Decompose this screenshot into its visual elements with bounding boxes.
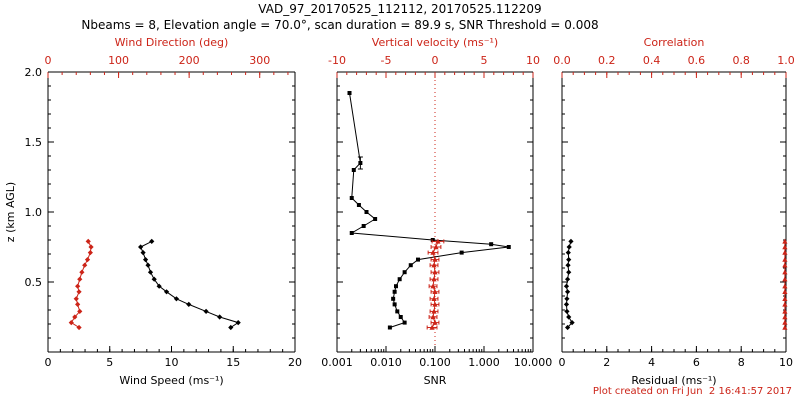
svg-text:0: 0 — [45, 356, 52, 369]
svg-text:0.010: 0.010 — [370, 356, 402, 369]
svg-text:-5: -5 — [381, 54, 392, 67]
svg-text:0.8: 0.8 — [732, 54, 750, 67]
svg-text:2: 2 — [603, 356, 610, 369]
svg-text:Wind Direction (deg): Wind Direction (deg) — [115, 36, 229, 49]
svg-text:1.5: 1.5 — [25, 136, 43, 149]
svg-text:0: 0 — [432, 54, 439, 67]
svg-text:0.6: 0.6 — [688, 54, 706, 67]
svg-text:Vertical velocity (ms⁻¹): Vertical velocity (ms⁻¹) — [372, 36, 498, 49]
svg-text:0: 0 — [559, 356, 566, 369]
svg-text:1.0: 1.0 — [777, 54, 795, 67]
svg-text:200: 200 — [179, 54, 200, 67]
svg-text:0.100: 0.100 — [419, 356, 451, 369]
svg-text:6: 6 — [693, 356, 700, 369]
svg-text:10.000: 10.000 — [514, 356, 553, 369]
svg-text:SNR: SNR — [424, 374, 447, 387]
svg-text:10: 10 — [779, 356, 793, 369]
svg-text:Wind Speed (ms⁻¹): Wind Speed (ms⁻¹) — [119, 374, 223, 387]
svg-text:0.4: 0.4 — [643, 54, 661, 67]
svg-text:Correlation: Correlation — [644, 36, 705, 49]
svg-text:0.2: 0.2 — [598, 54, 616, 67]
svg-text:100: 100 — [108, 54, 129, 67]
svg-text:15: 15 — [226, 356, 240, 369]
svg-text:4: 4 — [648, 356, 655, 369]
svg-text:Residual (ms⁻¹): Residual (ms⁻¹) — [631, 374, 716, 387]
plot-created-timestamp: Plot created on Fri Jun 2 16:41:57 2017 — [592, 386, 792, 397]
figure-subtitle: Nbeams = 8, Elevation angle = 70.0°, sca… — [81, 18, 599, 32]
svg-text:0.5: 0.5 — [25, 276, 43, 289]
svg-text:1.000: 1.000 — [468, 356, 500, 369]
figure-title: VAD_97_20170525_112112, 20170525.112209 — [258, 2, 542, 16]
svg-text:z (km AGL): z (km AGL) — [4, 182, 17, 242]
svg-text:-10: -10 — [328, 54, 346, 67]
svg-text:5: 5 — [106, 356, 113, 369]
svg-text:10: 10 — [526, 54, 540, 67]
svg-text:2.0: 2.0 — [25, 66, 43, 79]
svg-text:0.0: 0.0 — [553, 54, 571, 67]
svg-text:8: 8 — [738, 356, 745, 369]
svg-text:20: 20 — [288, 356, 302, 369]
svg-text:0.001: 0.001 — [321, 356, 353, 369]
svg-text:1.0: 1.0 — [25, 206, 43, 219]
svg-text:5: 5 — [481, 54, 488, 67]
svg-text:0: 0 — [45, 54, 52, 67]
svg-text:10: 10 — [165, 356, 179, 369]
svg-text:300: 300 — [249, 54, 270, 67]
